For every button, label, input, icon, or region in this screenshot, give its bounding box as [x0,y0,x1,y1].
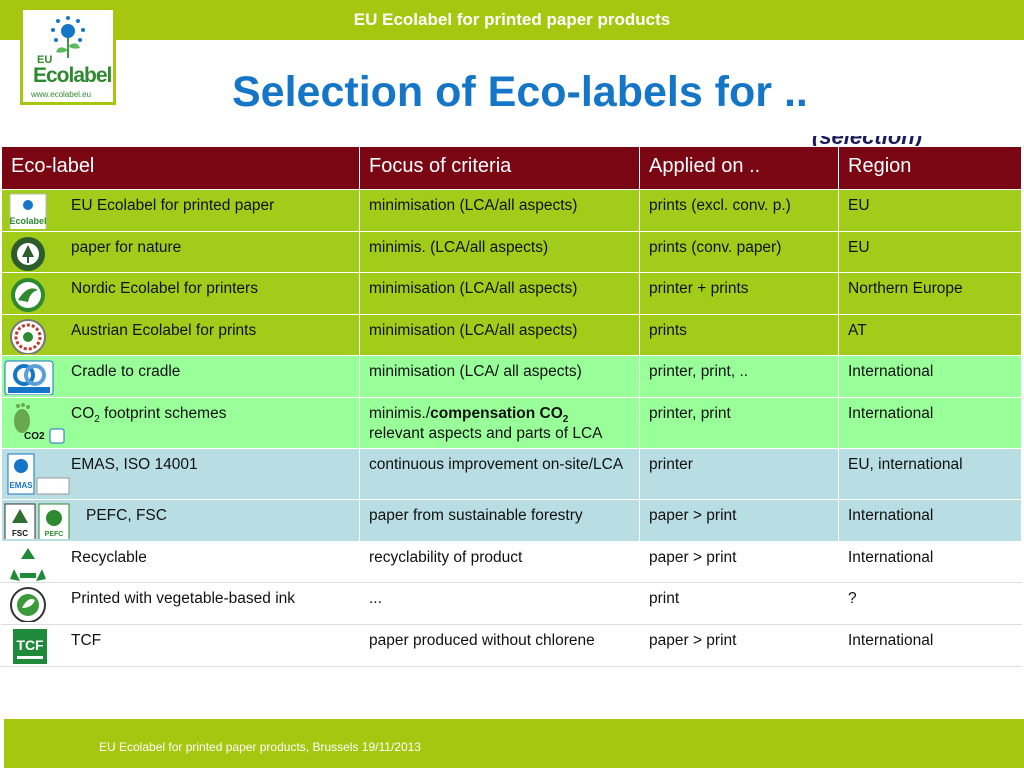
header-focus: Focus of criteria [359,146,640,190]
table-row: EMAS EMAS, ISO 14001 continuous improvem… [1,448,1022,500]
svg-text:CO2: CO2 [24,431,45,442]
row-region: Northern Europe [838,272,1022,315]
recycle-icon [10,548,46,581]
row-focus: paper from sustainable forestry [359,499,640,542]
row-region: International [838,499,1022,542]
header-region: Region [838,146,1022,190]
row-applied: printer, print, .. [639,355,839,398]
row-label: paper for nature [71,239,182,256]
row-focus: continuous improvement on-site/LCA [359,448,640,500]
vegetable-ink-icon [10,587,46,622]
row-region: EU [838,189,1022,232]
row-applied: printer + prints [639,272,839,315]
banner-title: EU Ecolabel for printed paper products [353,10,671,29]
eu-ecolabel-logo: EU Ecolabel www.ecolabel.eu [20,7,116,105]
row-region: International [838,397,1022,449]
row-label: CO2 footprint schemes [71,405,227,426]
cradle-to-cradle-icon [4,360,54,395]
row-label: Cradle to cradle [71,363,181,380]
logo-word: Ecolabel [33,64,112,87]
row-label: Austrian Ecolabel for prints [71,322,257,339]
row-focus: ... [359,582,640,625]
svg-text:FSC: FSC [12,529,28,538]
table-row: Printed with vegetable-based ink ... pri… [1,582,1022,625]
top-banner: EU Ecolabel for printed paper products [0,0,1024,40]
row-label: PEFC, FSC [86,507,167,524]
austrian-ecolabel-icon [10,319,46,354]
row-focus: recyclability of product [359,541,640,583]
row-label: Printed with vegetable-based ink [71,590,296,607]
row-region: EU [838,231,1022,273]
row-label: EU Ecolabel for printed paper [71,197,275,214]
row-applied: paper > print [639,499,839,542]
row-focus: minimis./compensation CO2 relevant aspect… [359,397,640,449]
slide-heading: Selection of Eco-labels for .. [232,68,808,116]
row-region: AT [838,314,1022,356]
logo-eu: EU [37,54,53,66]
row-applied: print [639,582,839,625]
row-focus: minimisation (LCA/ all aspects) [359,355,640,398]
svg-text:TCF: TCF [16,637,44,653]
table-header-row: Eco-label Focus of criteria Applied on .… [1,146,1022,190]
pefc-fsc-icon: FSC PEFC [4,503,70,539]
row-focus: minimisation (LCA/all aspects) [359,272,640,315]
header-applied: Applied on .. [639,146,839,190]
table-row: FSC PEFC PEFC, FSC paper from sustainable… [1,499,1022,542]
table-row: Ecolabel EU Ecolabel for printed paper m… [1,189,1022,232]
table-row: TCF TCF paper produced without chlorene … [1,624,1022,667]
table-row: Nordic Ecolabel for printers minimisatio… [1,272,1022,315]
table-row: Cradle to cradle minimisation (LCA/ all … [1,355,1022,398]
table-row: CO2 CO2 footprint schemes minimis./compe… [1,397,1022,449]
svg-text:Ecolabel: Ecolabel [9,216,46,226]
paper-for-nature-icon [11,237,45,271]
co2-footprint-icon: CO2 [14,403,65,444]
table-row: Recyclable recyclability of product pape… [1,541,1022,583]
row-focus: minimisation (LCA/all aspects) [359,314,640,356]
tcf-icon: TCF [13,629,47,664]
nordic-swan-icon [11,278,45,312]
row-applied: prints [639,314,839,356]
row-applied: paper > print [639,541,839,583]
footer-bar: EU Ecolabel for printed paper products, … [4,719,1024,768]
row-label: TCF [71,632,102,649]
table-row: Austrian Ecolabel for prints minimisatio… [1,314,1022,356]
row-applied: paper > print [639,624,839,667]
ecolabel-table: Eco-label Focus of criteria Applied on .… [1,146,1022,667]
row-applied: prints (excl. conv. p.) [639,189,839,232]
row-focus: paper produced without chlorene [359,624,640,667]
row-label: Nordic Ecolabel for printers [71,280,258,297]
row-applied: printer, print [639,397,839,449]
header-eco-label: Eco-label [1,146,360,190]
svg-text:EMAS: EMAS [9,481,33,490]
logo-url: www.ecolabel.eu [31,90,92,99]
row-label: EMAS, ISO 14001 [71,456,198,473]
footer-text: EU Ecolabel for printed paper products, … [99,740,421,754]
slide-subheading-clipped: (selection) [812,136,923,149]
row-applied: prints (conv. paper) [639,231,839,273]
row-focus: minimisation (LCA/all aspects) [359,189,640,232]
row-label: Recyclable [71,549,147,566]
row-region: International [838,355,1022,398]
svg-text:PEFC: PEFC [45,531,64,538]
row-region: International [838,541,1022,583]
row-region: EU, international [838,448,1022,500]
table-row: paper for nature minimis. (LCA/all aspec… [1,231,1022,273]
flower-icon [51,16,85,58]
row-region: ? [838,582,1022,625]
row-applied: printer [639,448,839,500]
eu-ecolabel-icon: Ecolabel [9,193,47,229]
row-focus: minimis. (LCA/all aspects) [359,231,640,273]
emas-iso-icon: EMAS [7,453,70,495]
row-region: International [838,624,1022,667]
